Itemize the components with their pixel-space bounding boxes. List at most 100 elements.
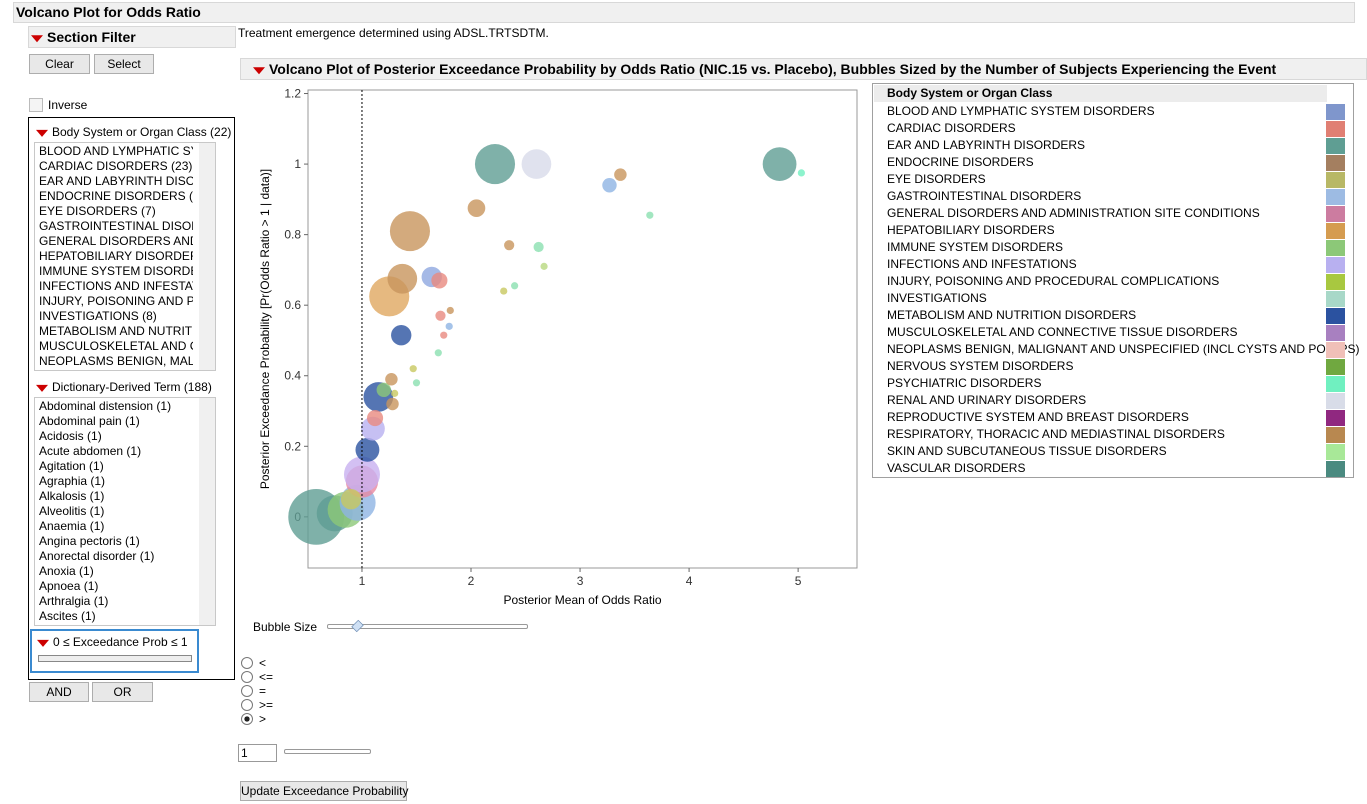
term-item[interactable]: Arthralgia (1) — [39, 594, 109, 608]
bubble — [340, 489, 362, 510]
legend-swatch — [1326, 121, 1345, 137]
radio-label: > — [259, 712, 267, 726]
legend-swatch — [1326, 223, 1345, 239]
clear-button[interactable]: Clear — [29, 54, 90, 74]
bubble — [474, 144, 516, 185]
update-button[interactable]: Update Exceedance Probability — [240, 781, 408, 801]
legend-table: Body System or Organ Class BLOOD AND LYM… — [872, 83, 1360, 478]
body-system-item[interactable]: EYE DISORDERS (7) — [39, 204, 156, 218]
legend-row: INFECTIONS AND INFESTATIONS — [873, 256, 1353, 273]
body-system-item[interactable]: HEPATOBILIARY DISORDERS ( — [39, 249, 193, 263]
term-item[interactable]: Anoxia (1) — [39, 564, 94, 578]
body-system-item[interactable]: ENDOCRINE DISORDERS (2) — [39, 189, 193, 203]
x-axis-label: Posterior Mean of Odds Ratio — [503, 593, 661, 607]
terms-title: Dictionary-Derived Term (188) — [52, 380, 212, 394]
body-system-item[interactable]: INFECTIONS AND INFESTATIONS — [39, 279, 193, 293]
header-bar: Volcano Plot for Odds Ratio — [13, 2, 1355, 23]
term-item[interactable]: Ascites (1) — [39, 609, 96, 623]
and-button[interactable]: AND — [29, 682, 89, 702]
legend-row: RESPIRATORY, THORACIC AND MEDIASTINAL DI… — [873, 426, 1353, 443]
bubble — [540, 262, 548, 270]
term-item[interactable]: Agraphia (1) — [39, 474, 106, 488]
bubble — [409, 365, 417, 373]
terms-list[interactable]: Abdominal distension (1) Abdominal pain (… — [34, 397, 216, 626]
range-label: 0 ≤ Exceedance Prob ≤ 1 — [53, 635, 188, 649]
radio-button[interactable] — [241, 671, 253, 683]
threshold-input[interactable] — [238, 744, 277, 762]
radio-button[interactable] — [241, 685, 253, 697]
term-item[interactable]: Angina pectoris (1) — [39, 534, 140, 548]
term-item[interactable]: Acidosis (1) — [39, 429, 102, 443]
body-system-item[interactable]: INVESTIGATIONS (8) — [39, 309, 157, 323]
bubble-size-slider[interactable] — [327, 624, 528, 629]
section-filter-bar[interactable]: Section Filter — [28, 26, 236, 48]
bubble — [646, 211, 654, 219]
x-tick-label: 1 — [359, 574, 366, 588]
body-system-item[interactable]: NEOPLASMS BENIGN, MALIGNANT — [39, 354, 193, 368]
body-system-item[interactable]: EAR AND LABYRINTH DISORDERS — [39, 174, 193, 188]
body-system-item[interactable]: GASTROINTESTINAL DISORDERS — [39, 219, 193, 233]
legend-label: HEPATOBILIARY DISORDERS — [887, 223, 1055, 237]
radio-button[interactable] — [241, 699, 253, 711]
legend-row: EYE DISORDERS — [873, 171, 1353, 188]
legend-row: RENAL AND URINARY DISORDERS — [873, 392, 1353, 409]
body-system-item[interactable]: BLOOD AND LYMPHATIC SYSTEM DISORDERS — [39, 144, 193, 158]
term-item[interactable]: Abdominal distension (1) — [39, 399, 172, 413]
legend-row: BLOOD AND LYMPHATIC SYSTEM DISORDERS — [873, 103, 1353, 120]
term-item[interactable]: Apnoea (1) — [39, 579, 99, 593]
legend-swatch — [1326, 104, 1345, 120]
body-system-list[interactable]: BLOOD AND LYMPHATIC SYSTEM DISORDERSCARD… — [34, 142, 216, 371]
bubble — [614, 168, 627, 181]
legend-label: VASCULAR DISORDERS — [887, 461, 1026, 475]
legend-swatch — [1326, 376, 1345, 392]
bubble — [376, 382, 391, 398]
body-system-item[interactable]: INJURY, POISONING AND PROCEDURAL — [39, 294, 193, 308]
body-system-item[interactable]: GENERAL DISORDERS AND ADMINISTRATION — [39, 234, 193, 248]
select-button[interactable]: Select — [94, 54, 154, 74]
legend-row: ENDOCRINE DISORDERS — [873, 154, 1353, 171]
legend-label: NERVOUS SYSTEM DISORDERS — [887, 359, 1074, 373]
term-item[interactable]: Agitation (1) — [39, 459, 104, 473]
term-item[interactable]: Abdominal pain (1) — [39, 414, 140, 428]
slider-thumb[interactable] — [351, 619, 364, 633]
radio-button[interactable] — [241, 657, 253, 669]
legend-row: METABOLISM AND NUTRITION DISORDERS — [873, 307, 1353, 324]
range-filter[interactable]: 0 ≤ Exceedance Prob ≤ 1 — [30, 629, 199, 673]
inverse-checkbox[interactable] — [29, 98, 43, 112]
body-system-item[interactable]: IMMUNE SYSTEM DISORDERS — [39, 264, 193, 278]
term-item[interactable]: Acute abdomen (1) — [39, 444, 142, 458]
threshold-slider[interactable] — [284, 749, 371, 754]
legend-swatch — [1326, 138, 1345, 154]
legend-row: NEOPLASMS BENIGN, MALIGNANT AND UNSPECIF… — [873, 341, 1360, 358]
or-button[interactable]: OR — [92, 682, 153, 702]
term-item[interactable]: Alveolitis (1) — [39, 504, 105, 518]
bubble — [355, 437, 380, 462]
term-item[interactable]: Alkalosis (1) — [39, 489, 105, 503]
legend-swatch — [1326, 155, 1345, 171]
body-system-item[interactable]: MUSCULOSKELETAL AND CONNECTIVE — [39, 339, 193, 353]
scrollbar — [199, 143, 215, 370]
legend-label: INFECTIONS AND INFESTATIONS — [887, 257, 1077, 271]
term-item[interactable]: Anorectal disorder (1) — [39, 549, 155, 563]
legend-label: EAR AND LABYRINTH DISORDERS — [887, 138, 1086, 152]
y-tick-label: 0.2 — [284, 439, 301, 453]
body-system-item[interactable]: METABOLISM AND NUTRITION — [39, 324, 193, 338]
bubble — [500, 287, 508, 295]
body-system-item[interactable]: CARDIAC DISORDERS (23) — [39, 159, 193, 173]
legend-row: GASTROINTESTINAL DISORDERS — [873, 188, 1353, 205]
legend-row: INJURY, POISONING AND PROCEDURAL COMPLIC… — [873, 273, 1353, 290]
bubble — [797, 169, 805, 177]
legend-label: CARDIAC DISORDERS — [887, 121, 1016, 135]
legend-label: REPRODUCTIVE SYSTEM AND BREAST DISORDERS — [887, 410, 1189, 424]
legend-swatch — [1326, 240, 1345, 256]
legend-label: MUSCULOSKELETAL AND CONNECTIVE TISSUE DI… — [887, 325, 1238, 339]
bubble — [412, 379, 421, 387]
radio-button[interactable] — [241, 713, 253, 725]
legend-swatch — [1326, 461, 1345, 477]
term-item[interactable]: Anaemia (1) — [39, 519, 105, 533]
bubble — [521, 149, 552, 179]
range-slider[interactable] — [38, 655, 192, 662]
bubble — [446, 306, 454, 315]
